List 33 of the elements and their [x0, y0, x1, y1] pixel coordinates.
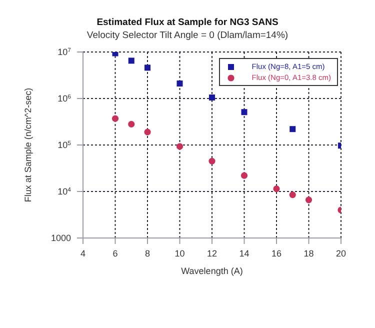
point — [209, 94, 215, 101]
chart-subtitle: Velocity Selector Tilt Angle = 0 (Dlam/lam=14%) — [86, 30, 290, 41]
point — [273, 186, 280, 192]
x-tick-label: 16 — [271, 248, 282, 258]
point — [128, 120, 135, 128]
point — [208, 158, 216, 164]
x-tick-label: 8 — [144, 248, 150, 258]
x-axis-title: Wavelength (A) — [181, 266, 243, 276]
point — [144, 128, 151, 136]
chart-title: Estimated Flux at Sample for NG3 SANS — [96, 17, 280, 28]
y-tick-label: 1000 — [50, 233, 71, 243]
point — [144, 64, 150, 71]
point — [176, 143, 184, 150]
point — [305, 196, 312, 204]
point — [176, 80, 183, 87]
y-tick-label: 10$^{6}$ — [58, 94, 72, 104]
x-tick-label: 10 — [174, 248, 185, 258]
point — [290, 126, 296, 132]
point — [289, 191, 296, 198]
point — [128, 58, 134, 64]
x-tick-label: 20 — [336, 248, 346, 258]
x-tick-label: 18 — [304, 248, 314, 258]
y-tick-label: 10$^{7}$ — [58, 47, 72, 57]
point — [112, 115, 119, 122]
x-tick-label: 6 — [112, 248, 118, 258]
y-tick-label: 10$^{4}$ — [58, 186, 72, 196]
x-tick-label: 14 — [239, 248, 250, 258]
point — [240, 172, 248, 179]
x-tick-label: 12 — [206, 248, 218, 258]
point — [241, 109, 248, 116]
y-axis-title: Flux at Sample (n/cm^2-sec) — [23, 88, 34, 202]
y-tick-label: 10$^{5}$ — [58, 140, 72, 150]
x-tick-label: 4 — [80, 248, 86, 258]
